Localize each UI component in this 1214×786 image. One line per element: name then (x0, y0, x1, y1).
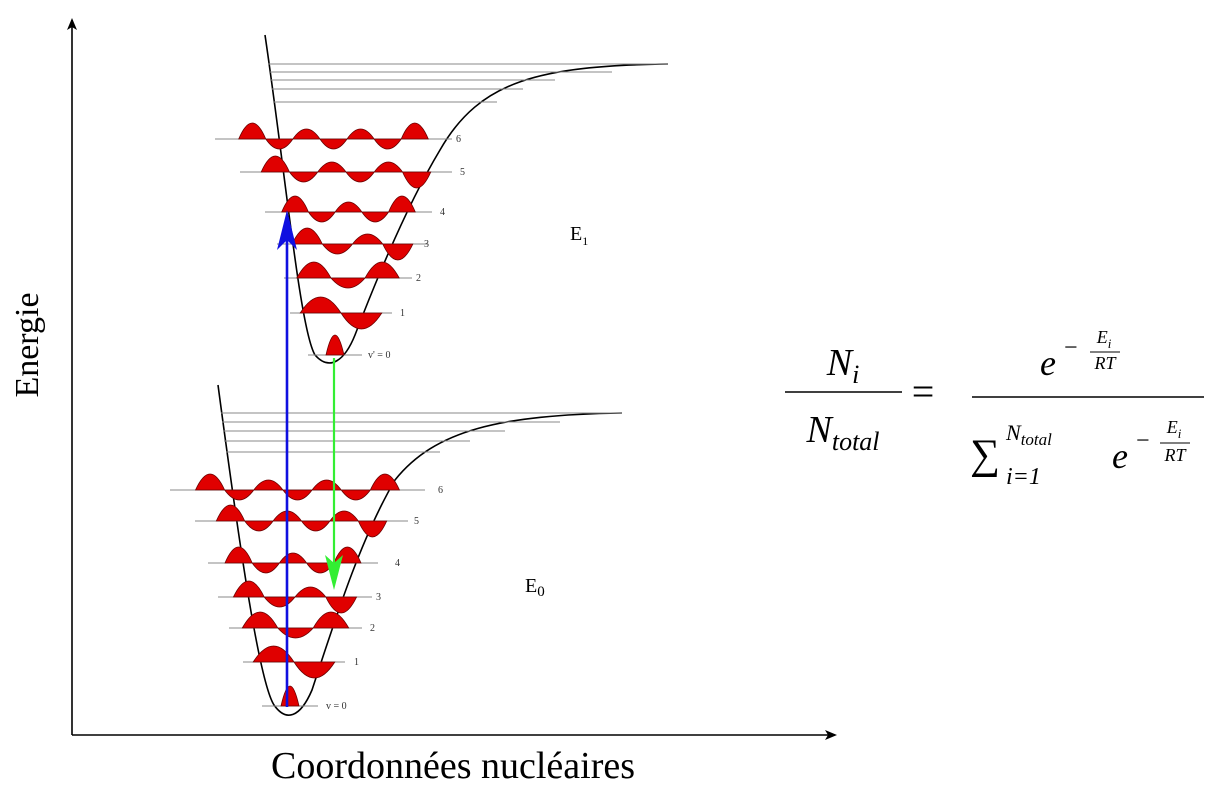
equation-rhs-denominator-exp-den: RT (1163, 445, 1187, 465)
ground-wavefunction-2 (241, 611, 350, 639)
excited-wavefunction-3 (291, 227, 414, 261)
equation-rhs-denominator-exp-num: Ei (1166, 417, 1182, 441)
excited-wavefunction-0 (325, 334, 345, 356)
ground-vibrational-levels: v = 0 1 2 3 4 5 6 (170, 473, 443, 712)
equation-rhs-denominator-sign: − (1136, 428, 1150, 454)
equation-equals-sign: = (912, 369, 935, 414)
excited-wavefunction-1 (299, 296, 383, 330)
ground-wavefunction-3 (232, 580, 358, 614)
equation-rhs-numerator-sign: − (1064, 335, 1078, 361)
ground-level-label-5: 5 (414, 516, 419, 527)
excited-level-label-0: v' = 0 (368, 350, 390, 361)
equation-lhs-numerator: Ni (826, 342, 860, 389)
excited-level-label-2: 2 (416, 273, 421, 284)
ground-level-label-6: 6 (438, 485, 443, 496)
excited-wavefunction-6 (238, 122, 429, 150)
ground-level-label-1: 1 (354, 657, 359, 668)
ground-wavefunction-0 (280, 685, 300, 707)
excited-wavefunction-4 (281, 195, 416, 223)
y-axis-label: Energie (9, 292, 46, 397)
excited-potential-curve (264, 34, 669, 364)
equation-rhs-numerator-base: e (1040, 343, 1056, 383)
excited-level-label-1: 1 (400, 308, 405, 319)
ground-level-label-4: 4 (395, 558, 400, 569)
absorption-arrowhead (277, 210, 297, 250)
equation-sum-lower-limit: i=1 (1006, 464, 1041, 490)
equation-rhs-denominator-base: e (1112, 436, 1128, 476)
ground-state-well: v = 0 1 2 3 4 5 6 E0 (170, 384, 623, 716)
ground-level-label-0: v = 0 (326, 701, 347, 712)
ground-potential-curve (217, 384, 623, 716)
excited-wavefunction-2 (296, 261, 400, 289)
emission-arrowhead (325, 555, 343, 590)
equation-rhs-numerator-exp-den: RT (1093, 353, 1117, 373)
equation-lhs-denominator: Ntotal (805, 409, 879, 456)
excited-level-label-3: 3 (424, 239, 429, 250)
ground-continuum-lines (221, 412, 622, 453)
transitions (277, 210, 343, 707)
ground-state-label: E0 (525, 575, 545, 600)
ground-wavefunction-1 (252, 645, 336, 679)
ground-level-label-3: 3 (376, 592, 381, 603)
x-axis-label: Coordonnées nucléaires (271, 745, 635, 786)
excited-state-label: E1 (570, 223, 588, 248)
excited-vibrational-levels: v' = 0 1 2 3 4 5 6 (215, 122, 465, 361)
excited-level-label-4: 4 (440, 207, 445, 218)
equation-sum-symbol: ∑ (970, 432, 1000, 478)
boltzmann-equation: Ni Ntotal = e − Ei RT ∑ Ntotal i=1 e − E… (785, 327, 1204, 490)
excited-continuum-lines (268, 63, 668, 103)
equation-rhs-numerator-exp-num: Ei (1096, 327, 1112, 351)
excited-wavefunction-5 (260, 155, 432, 189)
ground-wavefunction-6 (194, 473, 401, 501)
excited-level-label-6: 6 (456, 134, 461, 145)
excited-state-well: v' = 0 1 2 3 4 5 6 E1 (215, 34, 669, 364)
equation-sum-upper-limit: Ntotal (1005, 420, 1052, 449)
ground-level-label-2: 2 (370, 623, 375, 634)
ground-wavefunction-5 (215, 504, 388, 538)
excited-level-label-5: 5 (460, 167, 465, 178)
ground-wavefunction-4 (224, 546, 362, 574)
